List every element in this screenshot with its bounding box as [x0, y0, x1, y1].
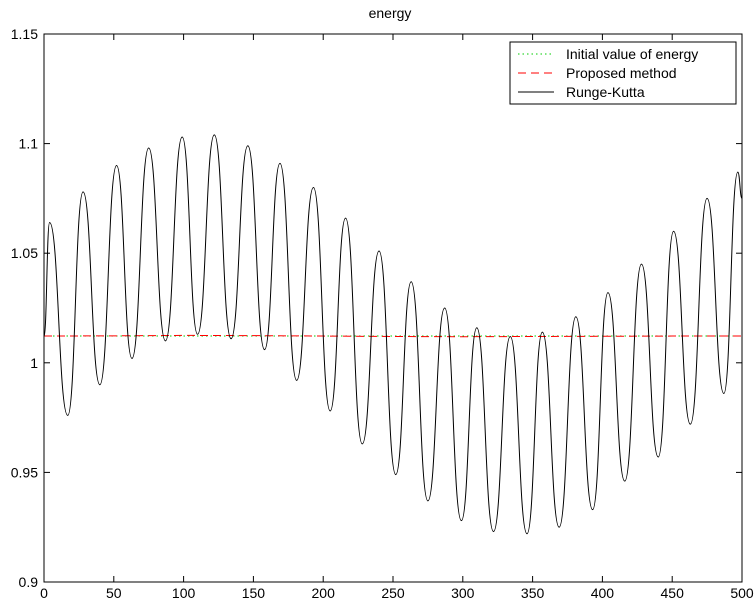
legend-label-1: Proposed method: [566, 65, 677, 81]
x-tick-label: 300: [451, 585, 475, 601]
legend: Initial value of energy Proposed method Ru…: [509, 41, 737, 105]
axes-frame: [43, 33, 743, 583]
y-tick-label: 1.05: [11, 245, 38, 261]
y-tick-label: 0.9: [19, 574, 39, 590]
series-line-2: [43, 134, 743, 535]
x-tick-label: 450: [661, 585, 685, 601]
y-tick-label: 1.15: [11, 26, 38, 42]
x-tick-label: 500: [730, 585, 754, 601]
chart-title: energy: [369, 5, 412, 21]
x-tick-label: 250: [381, 585, 405, 601]
x-tick-label: 350: [521, 585, 545, 601]
y-tick-label: 1.1: [19, 136, 39, 152]
x-tick-label: 400: [591, 585, 615, 601]
x-tick-label: 100: [172, 585, 196, 601]
plot-area: [43, 134, 743, 535]
axes: 0 50 100 150 200 250 300 350 400 450 500 0.9 0.95 1 1.…: [11, 26, 754, 601]
x-tick-label: 0: [40, 585, 48, 601]
legend-label-0: Initial value of energy: [566, 46, 698, 62]
x-tick-label: 50: [106, 585, 122, 601]
x-tick-label: 150: [242, 585, 266, 601]
x-tick-label: 200: [312, 585, 336, 601]
y-tick-label: 1: [30, 355, 38, 371]
y-tick-label: 0.95: [11, 464, 38, 480]
legend-label-2: Runge-Kutta: [566, 84, 645, 100]
